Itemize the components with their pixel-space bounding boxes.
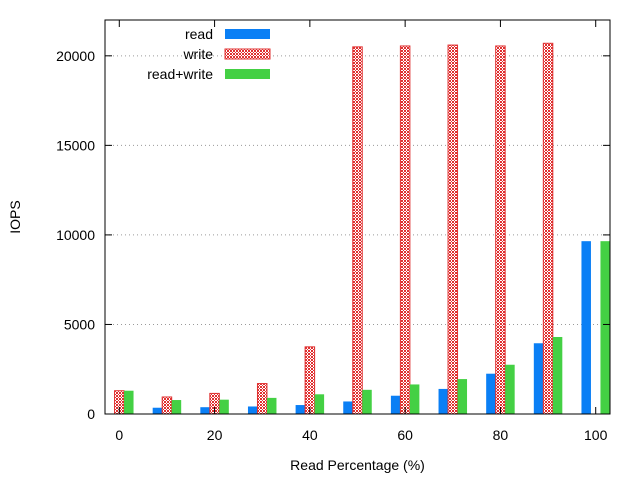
bar-read-write-80 [505,364,515,414]
x-tick-label: 100 [584,427,608,443]
bar-write-30 [256,383,268,415]
y-axis-title: IOPS [7,200,23,233]
bar-read-80 [486,373,496,414]
legend-swatch-read-write [225,69,270,79]
bar-read-write-70 [457,379,468,414]
legend: read write read+write [147,26,271,82]
legend-swatch-write [224,48,271,60]
bar-read-60 [390,395,401,414]
bars [114,42,610,415]
bar-read-write-10 [171,400,182,414]
bar-read-write-100 [600,241,610,414]
bar-read-10 [152,407,163,414]
bar-read-write-20 [219,399,229,414]
bar-read-write-0 [124,390,134,414]
bar-read-write-90 [552,336,563,414]
bar-read-30 [247,406,258,414]
x-tick-label: 0 [115,427,123,443]
y-tick-label: 10000 [56,227,95,243]
bar-write-80 [495,45,506,415]
legend-label-read-write: read+write [147,66,213,82]
bar-read-write-40 [314,394,325,414]
y-tick-label: 20000 [56,48,95,64]
plot-frame [104,19,611,415]
legend-label-read: read [185,26,213,42]
bar-read-write-30 [266,397,277,414]
bar-write-40 [304,346,316,415]
bar-write-10 [161,396,173,415]
bar-read-90 [533,343,544,414]
bar-write-50 [352,46,363,415]
bar-read-40 [295,405,306,414]
x-tick-label: 20 [207,427,223,443]
y-tick-label: 5000 [64,316,95,332]
bar-read-write-60 [409,384,420,414]
x-tick-label: 60 [397,427,413,443]
bar-read-50 [343,401,353,414]
bar-write-70 [447,44,459,415]
bar-read-write-50 [362,389,372,414]
bar-write-60 [399,45,411,415]
axis-ticks: 0 5000 10000 15000 20000 0 20 40 60 80 100 [56,20,610,443]
x-tick-label: 80 [493,427,509,443]
bar-read-70 [438,388,449,414]
y-tick-label: 15000 [56,137,95,153]
x-axis-title: Read Percentage (%) [290,457,425,473]
y-tick-label: 0 [87,406,95,422]
x-tick-label: 40 [302,427,318,443]
bar-write-90 [542,42,554,415]
legend-label-write: write [182,46,213,62]
legend-swatch-read [225,29,270,39]
bar-read-100 [581,241,591,414]
bar-read-20 [200,407,210,414]
